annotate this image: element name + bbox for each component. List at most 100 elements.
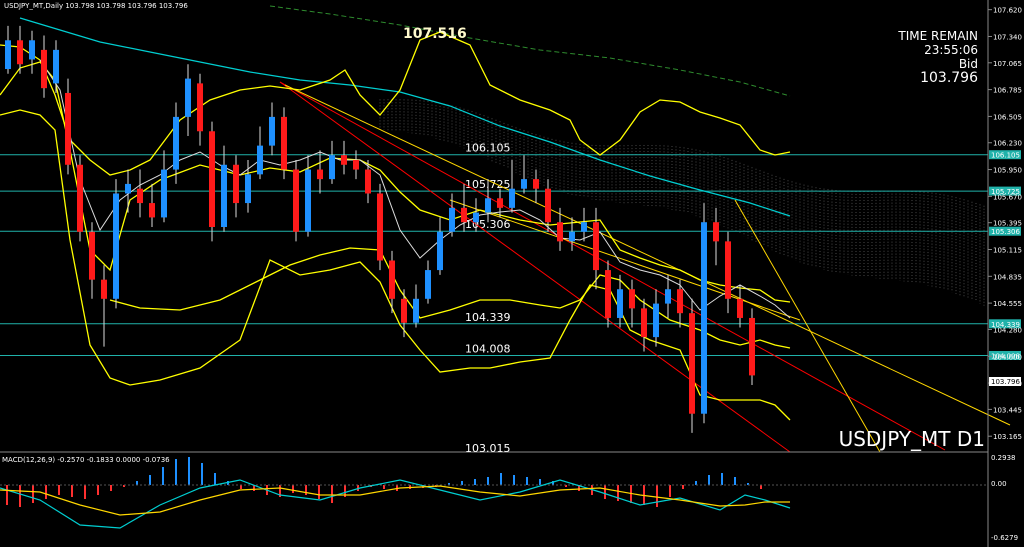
macd-histogram-bar [448,483,450,485]
price-levels: 106.105106.105105.725105.725105.306105.3… [0,142,1021,360]
candle-body [629,289,635,309]
y-tick-label: 105.395 [993,220,1022,228]
y-tick-label: 106.785 [993,87,1022,95]
candle-body [581,222,587,232]
level-tag-text: 105.306 [991,228,1020,236]
candle-body [305,169,311,232]
time-remain-label: TIME REMAIN [897,29,978,43]
current-price-text: 103.796 [991,378,1020,386]
candle-body [281,116,287,170]
level-tag-text: 104.339 [991,321,1020,329]
macd-histogram-bar [513,475,515,485]
level-tag [989,350,1021,360]
candle-body [473,212,479,223]
candle-body [593,222,599,271]
candle-body [449,207,455,232]
candle-body [365,169,371,194]
candle-body [137,188,143,204]
long-ma-line [269,5,791,97]
candle-body [197,83,203,132]
inner-band [109,247,791,349]
y-tick-label: 104.555 [993,300,1022,308]
candle-body [77,164,83,232]
macd-histogram-bar [123,485,125,487]
candle-body [677,289,683,314]
level-label: 106.105 [465,142,511,155]
candle-body [65,92,71,165]
macd-histogram-bar [6,485,8,505]
candle-body [689,313,695,414]
current-price-tag [989,377,1021,386]
candle-body [545,188,551,223]
y-tick-label: 106.505 [993,113,1022,121]
peak-label: 107.516 [403,26,467,42]
candle-body [737,298,743,318]
macd-histogram-bar [695,481,697,485]
candle-body [557,222,563,242]
symbol-title: USDJPY_MT D1 [839,427,985,451]
time-remain-value: 23:55:06 [924,43,978,57]
y-tick-label: 107.620 [993,7,1022,15]
macd-histogram-bar [136,481,138,485]
y-tick-label: 104.280 [993,326,1022,334]
macd-histogram-bar [240,485,242,489]
macd-histogram-bar [461,481,463,485]
macd-histogram-bar [552,481,554,485]
signal-line [0,485,790,516]
candle-body [233,164,239,204]
candle-body [317,169,323,180]
candle-body [269,116,275,146]
macd-histogram-bar [578,485,580,491]
macd-histogram-bar [188,457,190,485]
bid-value: 103.796 [920,70,978,86]
macd-histogram-bar [279,485,281,497]
macd-histogram-bar [474,479,476,485]
candle-body [413,298,419,323]
macd-histogram-bar [708,475,710,485]
macd-histogram-bar [45,485,47,499]
level-tag [989,319,1021,329]
level-tag-text: 104.008 [991,352,1020,360]
candle-body [101,279,107,299]
macd-histogram-bar [71,485,73,497]
symbol-header: USDJPY_MT,Daily 103.798 103.798 103.796 … [4,2,188,10]
candle-body [653,303,659,338]
candle-body [5,40,11,70]
bands [0,31,791,421]
macd-histogram-bar [253,485,255,491]
low-label: 103.015 [465,442,511,455]
y-tick-label: 104.835 [993,273,1022,281]
candle-body [437,231,443,271]
candle-body [149,203,155,218]
yellow-trendline-1 [284,84,1011,426]
macd-histogram-bar [383,485,385,489]
macd-histogram-bar [201,463,203,485]
y-tick-label: 105.115 [993,247,1022,255]
candle-body [665,289,671,304]
macd-histogram-bar [747,483,749,485]
candle-body [329,155,335,180]
macd-label: MACD(12,26,9) -0.2570 -0.1833 0.0000 -0.… [2,456,170,464]
candle-body [749,317,755,376]
macd-tick-zero: 0.00 [991,480,1007,488]
macd-histogram-bar [669,485,671,497]
candle-body [569,231,575,242]
candle-body [617,289,623,318]
candle-body [17,40,23,65]
y-tick-label: 104.000 [993,353,1022,361]
candle-body [401,298,407,323]
candle-body [161,169,167,218]
level-tag-text: 106.105 [991,152,1020,160]
level-tag-text: 105.725 [991,188,1020,196]
candle-body [701,222,707,414]
level-label: 104.339 [465,311,511,324]
candle-body [461,207,467,223]
candle-body [533,179,539,189]
level-label: 104.008 [465,342,511,355]
candle-body [341,155,347,165]
candle-body [485,198,491,213]
red-trendline-1 [279,81,946,451]
y-tick-label: 103.165 [993,433,1022,441]
